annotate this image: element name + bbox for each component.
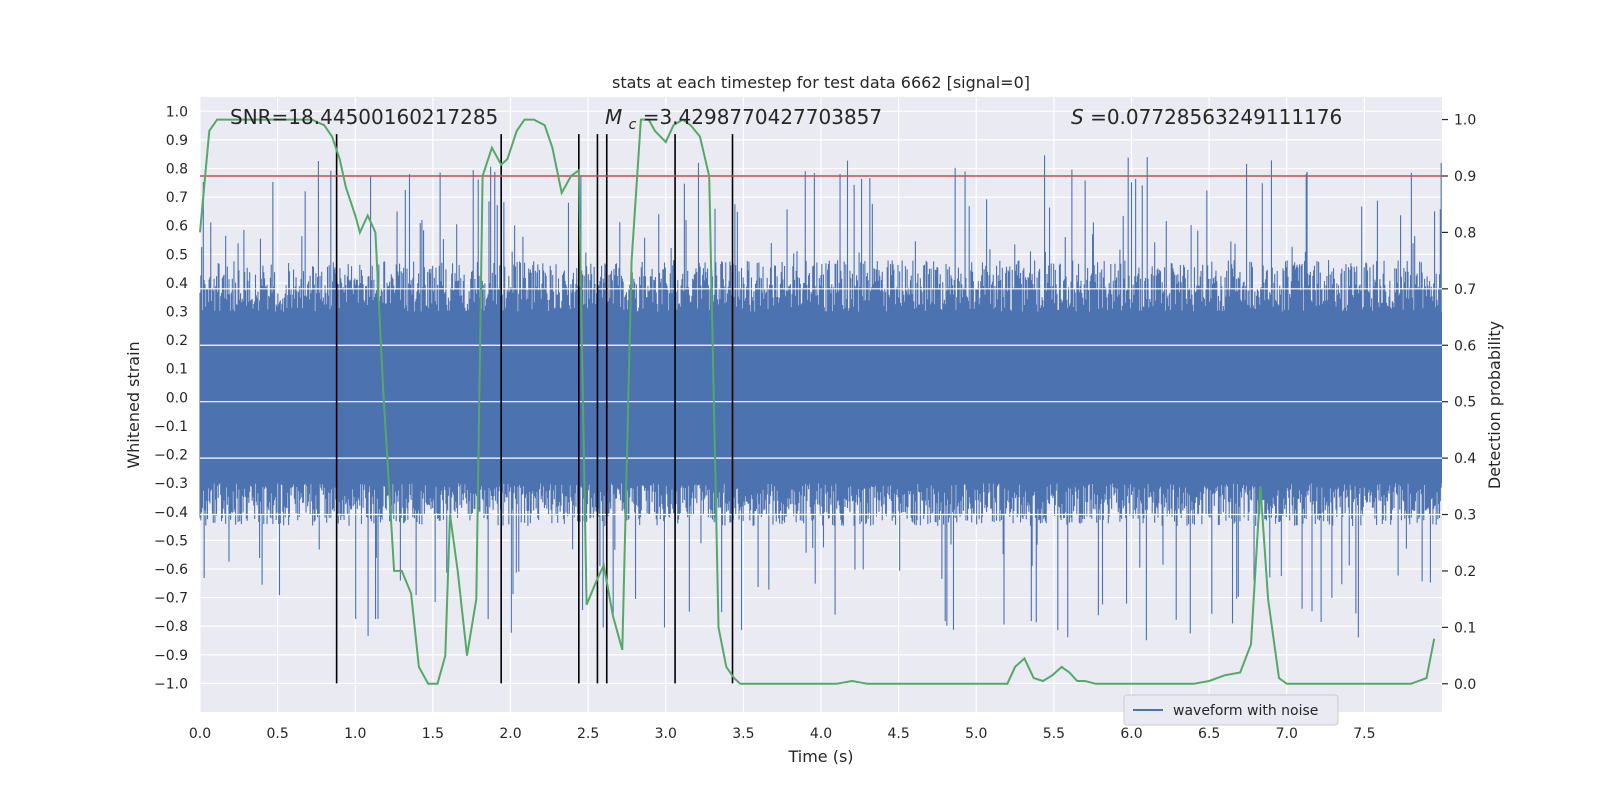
y-tick-label: −0.5: [154, 533, 188, 549]
x-tick-label: 1.0: [344, 726, 366, 742]
y-tick-label: −0.3: [154, 476, 188, 492]
y-axis-label: Whitened strain: [124, 341, 143, 468]
legend-label: waveform with noise: [1173, 703, 1318, 719]
y-tick-label: 0.6: [166, 219, 188, 235]
y-tick-label: −1.0: [154, 676, 188, 692]
y-axis-ticks: 1.0 0.9 0.8 0.7 0.6 0.5 0.4 0.3 0.2 0.1 0.0 −0.1 −0.…: [154, 104, 188, 692]
y-tick-label: 0.1: [166, 362, 188, 378]
x-tick-label: 6.5: [1198, 726, 1220, 742]
y-right-tick-label: 0.0: [1454, 677, 1476, 693]
x-tick-label: 0.0: [189, 726, 211, 742]
x-tick-label: 7.0: [1276, 726, 1298, 742]
x-tick-label: 5.5: [1043, 726, 1065, 742]
vertical-markers: [335, 134, 734, 684]
y-tick-label: −0.6: [154, 562, 188, 578]
y-tick-label: −0.7: [154, 591, 188, 607]
x-tick-label: 2.0: [499, 726, 521, 742]
y-right-tick-label: 0.9: [1454, 169, 1476, 185]
y-tick-label: 0.4: [166, 276, 188, 292]
y-right-tick-label: 0.3: [1454, 508, 1476, 524]
mc-subscript: c: [629, 117, 637, 133]
strain-core: [200, 311, 1442, 484]
x-tick-label: 2.5: [577, 726, 599, 742]
y-tick-label: 0.3: [166, 305, 188, 321]
x-tick-label: 7.5: [1353, 726, 1375, 742]
x-tick-label: 4.0: [810, 726, 832, 742]
y-tick-label: 0.8: [166, 162, 188, 178]
y-right-axis-label: Detection probability: [1485, 321, 1504, 489]
y-tick-label: 0.7: [166, 190, 188, 206]
legend-box: [1123, 694, 1339, 726]
y-tick-label: 0.0: [166, 390, 188, 406]
y-tick-label: −0.1: [154, 419, 188, 435]
y-right-tick-label: 0.1: [1454, 620, 1476, 636]
y-tick-label: −0.9: [154, 648, 188, 664]
y-right-tick-label: 0.8: [1454, 225, 1476, 241]
y-right-tick-label: 0.7: [1454, 282, 1476, 298]
stat-annotations: SNR=18.44500160217285 M c =3.42987704277…: [230, 105, 1342, 134]
x-tick-label: 3.5: [732, 726, 754, 742]
x-tick-label: 6.0: [1120, 726, 1142, 742]
y-tick-label: 0.9: [166, 133, 188, 149]
y-tick-label: −0.8: [154, 619, 188, 635]
y-tick-label: 1.0: [166, 104, 188, 120]
mc-symbol: M: [605, 105, 622, 129]
s-symbol: S: [1071, 105, 1084, 129]
y-right-tick-label: 0.2: [1454, 564, 1476, 580]
strain-series: [199, 155, 1442, 641]
x-tick-label: 4.5: [887, 726, 909, 742]
chirp-mass-annotation: M c =3.4298770427703857: [605, 105, 882, 134]
snr-annotation: SNR=18.44500160217285: [230, 105, 498, 129]
y-tick-label: −0.2: [154, 448, 188, 464]
x-tick-label: 3.0: [655, 726, 677, 742]
x-tick-label: 1.5: [422, 726, 444, 742]
chart-title: stats at each timestep for test data 666…: [612, 73, 1030, 92]
x-axis-ticks: 0.0 0.5 1.0 1.5 2.0 2.5 3.0 3.5 4.0 4.5 5.0 5.5 6.0 6…: [189, 726, 1376, 742]
y-right-tick-label: 0.6: [1454, 338, 1476, 354]
x-tick-label: 5.0: [965, 726, 987, 742]
x-axis-label: Time (s): [787, 747, 853, 766]
mc-value: =3.4298770427703857: [643, 105, 882, 129]
y-tick-label: −0.4: [154, 505, 188, 521]
probability-series-line: [199, 118, 1436, 685]
y-right-tick-label: 0.5: [1454, 395, 1476, 411]
y-tick-label: 0.5: [166, 247, 188, 263]
y-right-tick-label: 0.4: [1454, 451, 1476, 467]
legend: waveform with noise: [1123, 694, 1339, 726]
s-value: =0.07728563249111176: [1090, 105, 1342, 129]
y-right-axis-ticks: 1.0 0.9 0.8 0.7 0.6 0.5 0.4 0.3 0.2 0.1 0.0: [1442, 113, 1476, 693]
y-tick-label: 0.2: [166, 333, 188, 349]
s-annotation: S =0.07728563249111176: [1071, 105, 1342, 129]
x-tick-label: 0.5: [266, 726, 288, 742]
y-right-tick-label: 1.0: [1454, 113, 1476, 129]
